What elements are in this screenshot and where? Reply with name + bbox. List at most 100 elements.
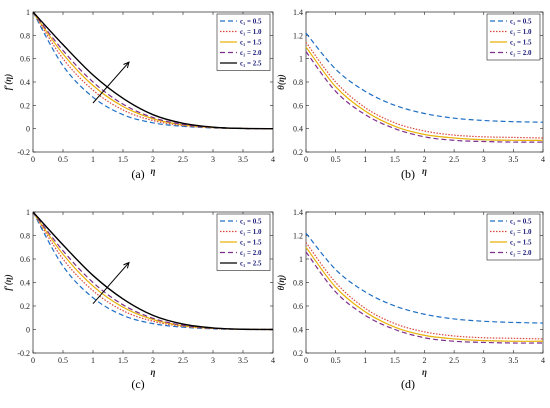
y-tick-label: 1 [26, 208, 30, 217]
series-line-2 [305, 242, 544, 340]
x-tick-label: 0 [31, 356, 35, 365]
x-tick-label: 3.5 [508, 356, 518, 365]
x-axis-label: η [422, 166, 427, 176]
y-tick-label: 0.2 [20, 302, 30, 311]
y-axis-label: f′(η) [3, 274, 13, 290]
x-tick-label: 0 [304, 155, 308, 164]
trend-arrow [92, 262, 130, 304]
x-tick-label: 1.5 [390, 356, 400, 365]
panel-caption: (d) [401, 377, 415, 391]
legend-label: c₁ = 1.0 [510, 28, 532, 36]
y-tick-label: 0.6 [20, 255, 30, 264]
series-line-2 [32, 11, 274, 130]
x-tick-label: 4 [541, 356, 545, 365]
y-tick-label: 0.8 [20, 232, 30, 241]
x-tick-label: 0 [31, 155, 35, 164]
legend-box [486, 13, 541, 61]
x-tick-label: 4 [541, 155, 545, 164]
legend-label: c₁ = 2.5 [240, 60, 262, 68]
y-tick-label: 0.4 [20, 279, 30, 288]
series-line-4 [32, 211, 274, 331]
x-tick-label: 1.5 [118, 356, 128, 365]
legend-label: c₁ = 1.0 [240, 228, 262, 236]
y-tick-label: 1.2 [293, 31, 303, 40]
y-tick-label: 0.6 [293, 101, 303, 110]
legend-label: c₁ = 0.5 [240, 218, 262, 226]
series-line-5 [32, 211, 274, 331]
legend-box [486, 213, 541, 261]
x-tick-label: 1.5 [390, 155, 400, 164]
x-tick-label: 1 [91, 155, 95, 164]
series-line-3 [305, 46, 544, 141]
x-tick-label: 2.5 [178, 155, 188, 164]
x-tick-label: 1 [91, 356, 95, 365]
x-tick-label: 0.5 [331, 155, 341, 164]
x-tick-label: 1 [363, 155, 367, 164]
x-tick-label: 0.5 [58, 356, 68, 365]
legend-label: c₁ = 0.5 [510, 218, 532, 226]
y-axis-label: f′(η) [3, 74, 13, 90]
y-tick-label: -0.2 [17, 148, 30, 157]
x-tick-label: 2 [423, 356, 427, 365]
y-tick-label: 0.6 [293, 302, 303, 311]
y-tick-label: 1 [299, 255, 303, 264]
trend-arrow-head [123, 261, 130, 269]
y-tick-label: 0.2 [293, 349, 303, 358]
legend-label: c₁ = 1.5 [240, 39, 262, 47]
legend-label: c₁ = 1.0 [510, 228, 532, 236]
y-tick-label: 0.8 [293, 279, 303, 288]
x-tick-label: 3.5 [508, 155, 518, 164]
chart-panel-d: 0 0.5 1 1.5 2 2.5 3 3.5 4 0.2 0.4 0.6 0.8 1 1.2 1.4 η θ(η… [276, 208, 545, 391]
y-tick-label: -0.2 [17, 349, 30, 358]
y-tick-label: 1 [26, 8, 30, 17]
y-tick-label: 1.4 [293, 208, 303, 217]
y-tick-label: 0.4 [20, 78, 30, 87]
series-line-1 [305, 32, 544, 123]
x-axis-label: η [151, 166, 156, 176]
y-tick-label: 0.6 [20, 55, 30, 64]
y-tick-label: 1.4 [293, 8, 303, 17]
series-line-3 [305, 246, 544, 342]
trend-arrow-head [123, 61, 130, 69]
x-tick-label: 3.5 [238, 155, 248, 164]
x-tick-label: 2.5 [178, 356, 188, 365]
x-tick-label: 1 [363, 356, 367, 365]
y-tick-label: 0.8 [293, 78, 303, 87]
x-tick-label: 0.5 [331, 356, 341, 365]
trend-arrow [92, 61, 130, 104]
y-tick-label: 0.4 [293, 326, 303, 335]
series-line-4 [305, 51, 544, 143]
y-tick-label: 0.2 [293, 148, 303, 157]
panel-caption: (b) [401, 167, 415, 181]
y-tick-label: 0 [26, 125, 30, 134]
legend-label: c₁ = 2.0 [510, 249, 532, 257]
series-line-4 [305, 251, 544, 344]
panel-caption: (a) [131, 167, 144, 181]
legend-label: c₁ = 1.0 [240, 28, 262, 36]
chart-panel-b: 0 0.5 1 1.5 2 2.5 3 3.5 4 0.2 0.4 0.6 0.8 1 1.2 1.4 η θ(η… [276, 8, 545, 181]
x-tick-label: 3.5 [238, 356, 248, 365]
y-axis-label: θ(η) [276, 74, 286, 90]
legend-label: c₁ = 2.0 [240, 49, 262, 57]
x-tick-label: 3 [211, 155, 215, 164]
x-axis-label: η [422, 367, 427, 377]
x-tick-label: 2.5 [449, 356, 459, 365]
x-tick-label: 3 [482, 356, 486, 365]
x-axis-label: η [151, 367, 156, 377]
x-tick-label: 3 [482, 155, 486, 164]
x-tick-label: 2.5 [449, 155, 459, 164]
series-line-5 [32, 11, 274, 130]
chart-panel-a: 0 0.5 1 1.5 2 2.5 3 3.5 4-0.200.20.40.60.81ηf′(η… [3, 8, 275, 181]
x-tick-label: 2 [151, 155, 155, 164]
legend-label: c₁ = 0.5 [240, 18, 262, 26]
legend-label: c₁ = 0.5 [510, 18, 532, 26]
y-tick-label: 0.2 [20, 101, 30, 110]
legend-label: c₁ = 2.5 [240, 260, 262, 268]
x-tick-label: 2 [151, 356, 155, 365]
x-tick-label: 4 [271, 155, 275, 164]
series-line-1 [305, 232, 544, 324]
y-tick-label: 1.2 [293, 232, 303, 241]
x-tick-label: 4 [271, 356, 275, 365]
x-tick-label: 2 [423, 155, 427, 164]
